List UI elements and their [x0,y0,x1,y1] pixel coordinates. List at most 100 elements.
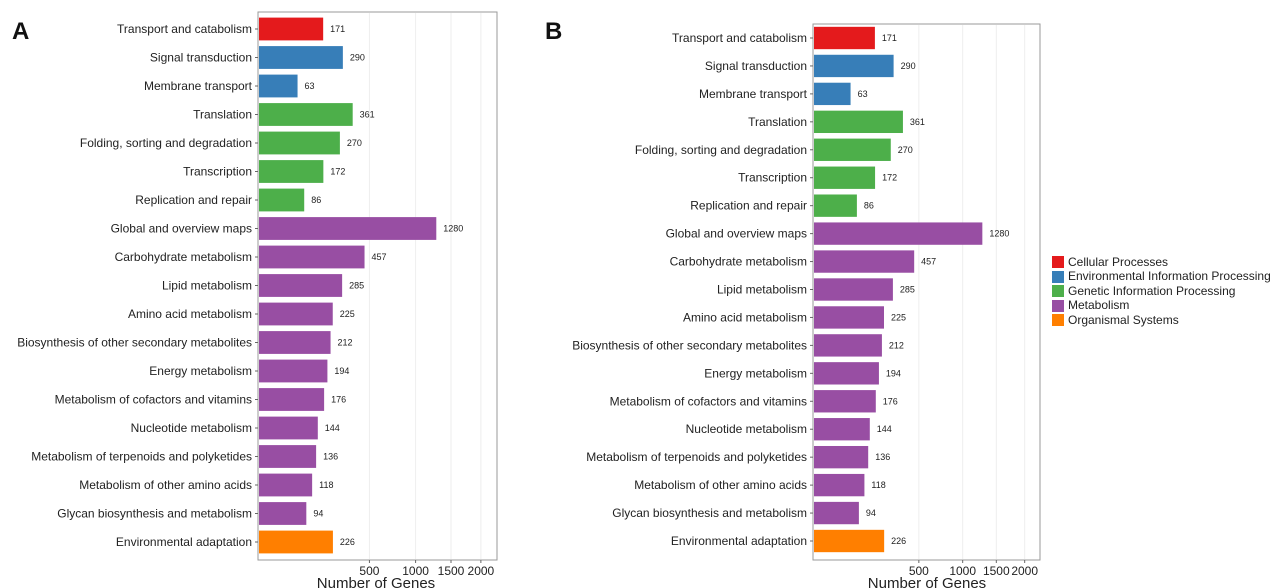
value-label: 94 [313,509,323,519]
bar [814,418,870,441]
x-tick-label: 1000 [402,564,429,578]
legend-item: Genetic Information Processing [1052,284,1271,298]
panel-letter-a: A [12,18,30,45]
value-label: 194 [886,368,901,378]
value-label: 225 [891,312,906,322]
category-label: Signal transduction [705,59,807,73]
category-label: Lipid metabolism [162,279,252,293]
bar [259,302,333,326]
value-label: 290 [901,61,916,71]
value-label: 136 [875,452,890,462]
value-label: 270 [347,138,362,148]
category-label: Signal transduction [150,51,252,65]
x-tick-label: 500 [359,564,379,578]
value-label: 176 [331,395,346,405]
category-label: Amino acid metabolism [128,307,252,321]
value-label: 285 [900,285,915,295]
value-label: 194 [334,366,349,376]
category-label: Membrane transport [699,87,808,101]
value-label: 172 [882,173,897,183]
value-label: 212 [338,338,353,348]
bar [259,103,353,126]
value-label: 290 [350,53,365,63]
bar [259,331,331,354]
legend: Cellular Processes Environmental Informa… [1052,255,1271,328]
category-label: Global and overview maps [666,227,807,241]
value-label: 144 [325,423,340,433]
bar [259,502,307,525]
bar [259,388,325,411]
category-label: Biosynthesis of other secondary metaboli… [572,338,807,352]
bar [814,473,865,497]
value-label: 1280 [989,229,1009,239]
value-label: 94 [866,508,876,518]
legend-item: Metabolism [1052,299,1271,313]
bar [259,445,317,468]
value-label: 361 [910,117,925,127]
value-label: 226 [891,536,906,546]
value-label: 225 [340,309,355,319]
bar [814,278,893,301]
bar [259,416,318,440]
value-label: 457 [372,252,387,262]
bar [259,46,343,69]
category-label: Environmental adaptation [116,535,252,549]
legend-label: Genetic Information Processing [1068,283,1236,298]
value-label: 86 [864,201,874,211]
panel-letter-b: B [545,18,563,45]
category-label: Lipid metabolism [717,283,807,297]
legend-label: Cellular Processes [1068,254,1169,269]
category-label: Metabolism of other amino acids [79,478,252,492]
bar [814,501,859,525]
category-label: Metabolism of cofactors and vitamins [55,393,252,407]
value-label: 136 [323,452,338,462]
category-label: Glycan biosynthesis and metabolism [612,506,807,520]
bar [814,529,885,553]
x-tick-label: 1500 [438,564,465,578]
bar [259,131,340,155]
bar [259,530,333,554]
category-label: Translation [748,115,807,129]
bar [814,194,857,217]
value-label: 212 [889,340,904,350]
category-label: Folding, sorting and degradation [635,143,807,157]
bar [259,160,324,183]
bar [259,17,324,41]
legend-swatch [1052,270,1064,283]
bar [814,138,891,161]
x-axis-title: Number of Genes [317,575,435,588]
value-label: 63 [305,81,315,91]
value-label: 118 [319,480,333,490]
category-label: Folding, sorting and degradation [80,136,252,150]
legend-swatch [1052,285,1064,297]
value-label: 361 [360,110,375,120]
value-label: 226 [340,537,355,547]
bar [814,445,869,469]
category-label: Transcription [738,171,807,185]
category-label: Carbohydrate metabolism [115,250,252,264]
legend-swatch [1052,299,1064,312]
legend-label: Metabolism [1068,298,1130,312]
value-label: 171 [330,24,345,34]
bar [814,250,915,273]
x-tick-label: 2000 [1011,564,1038,578]
category-label: Amino acid metabolism [683,310,807,324]
x-tick-label: 500 [909,564,929,578]
bar [814,54,894,78]
bar [814,390,876,413]
chart-b: 171 Transport and catabolism 290 Signal tra… [572,23,1041,588]
x-tick-label: 2000 [468,564,495,578]
category-label: Biosynthesis of other secondary metaboli… [17,336,252,350]
panel-a: A 171 Transport and catabolism 290 Signal t… [0,0,560,588]
bar [259,217,437,240]
value-label: 86 [311,195,321,205]
legend-swatch [1052,314,1064,326]
bar [814,334,882,357]
value-label: 457 [921,257,936,267]
legend-label: Organismal Systems [1068,312,1179,327]
category-label: Metabolism of terpenoids and polyketides [31,450,252,464]
category-label: Translation [193,108,252,122]
bar [814,362,879,385]
value-label: 1280 [443,224,463,234]
value-label: 172 [330,167,345,177]
